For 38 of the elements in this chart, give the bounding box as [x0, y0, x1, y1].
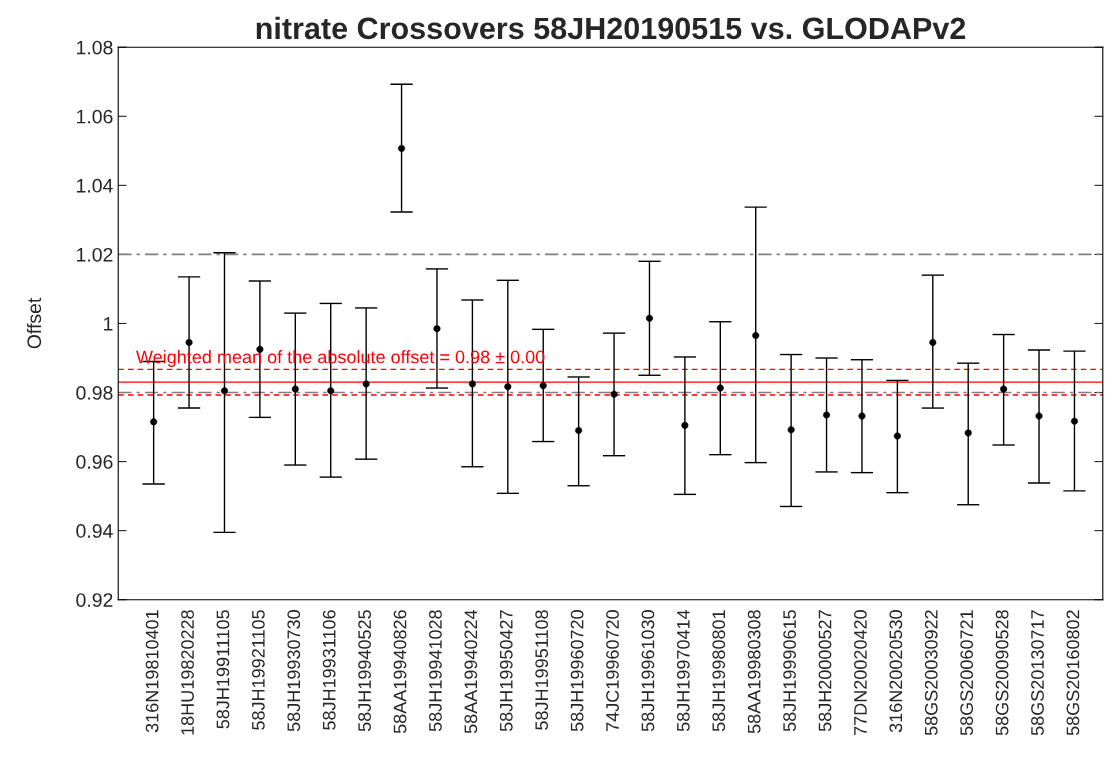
- x-tick-label: 58JH19921105: [251, 610, 265, 730]
- x-tick-label: 58JH19960720: [570, 610, 584, 732]
- x-tick-label: 58JH19970414: [676, 609, 690, 732]
- x-tick-label: 58AA19940224: [464, 609, 478, 734]
- x-tick-label: 58JH19951108: [535, 610, 549, 730]
- y-tick-label: 0.92: [76, 593, 113, 607]
- x-tick-label: 58JH19961030: [641, 610, 655, 732]
- x-tick-label: 74JC19960720: [606, 610, 619, 731]
- x-tick-label: 58JH19940525: [358, 610, 371, 732]
- x-tick-label: 58JH19990615: [783, 610, 796, 732]
- y-tick-label: 1.06: [77, 109, 113, 124]
- y-axis-title: Offset: [26, 297, 42, 349]
- x-tick-label: 316N20020530: [889, 610, 903, 733]
- x-tick-label: 58GS20130717: [1031, 610, 1044, 736]
- x-tick-label: 58JH19980801: [712, 610, 726, 732]
- x-tick-label: 58JH19950427: [499, 610, 513, 732]
- x-tick-label: 58GS20030922: [924, 610, 938, 736]
- x-tick-label: 58GS20090528: [995, 610, 1009, 736]
- y-tick-label: 0.98: [76, 385, 113, 400]
- x-tick-label: 58AA19940826: [393, 610, 407, 734]
- x-tick-label: 58JH19931106: [322, 610, 336, 730]
- x-tick-label: 316N19810401: [145, 610, 159, 733]
- x-tick-label: 58JH19911105: [216, 610, 230, 729]
- x-tick-label: 58AA19980308: [747, 610, 761, 734]
- x-tick-label: 58JH19930730: [287, 610, 301, 732]
- x-tick-label: 58GS20060721: [960, 610, 974, 736]
- x-tick-label: 58GS20160802: [1066, 610, 1080, 736]
- y-tick-label: 1.02: [77, 247, 113, 262]
- y-tick-label: 1: [104, 317, 113, 331]
- x-tick-label: 58JH20000527: [818, 610, 832, 732]
- chart-title: nitrate Crossovers 58JH20190515 vs. GLODAPv2: [256, 16, 966, 40]
- y-tick-label: 1.04: [77, 178, 113, 193]
- x-tick-label: 77DN20020420: [854, 610, 867, 735]
- x-tick-label: 58JH19941028: [429, 610, 442, 732]
- y-tick-label: 0.94: [76, 524, 113, 538]
- y-tick-label: 0.96: [76, 455, 113, 469]
- y-tick-label: 1.08: [77, 40, 113, 55]
- x-tick-label: 18HU19820228: [181, 610, 194, 735]
